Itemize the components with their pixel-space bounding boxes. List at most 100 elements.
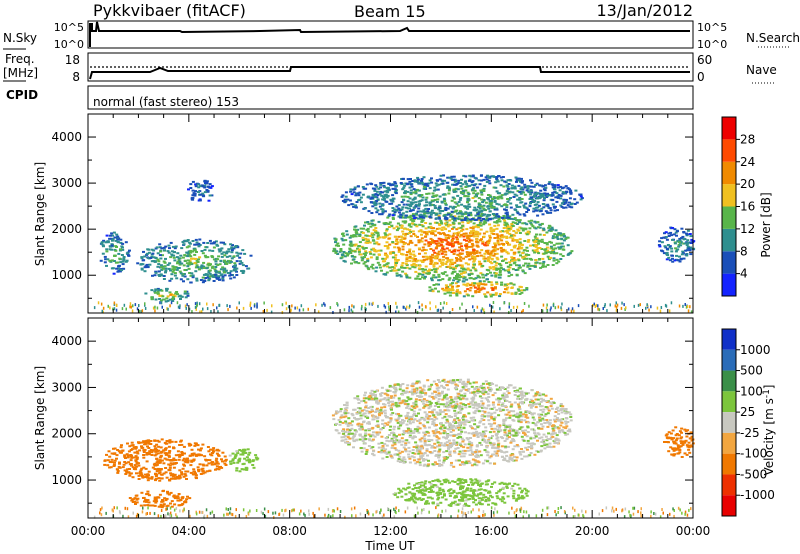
echo-cell xyxy=(220,252,224,255)
echo-cell xyxy=(508,190,512,193)
echo-cell xyxy=(152,249,156,252)
echo-cell xyxy=(119,248,122,251)
echo-cell xyxy=(349,190,353,193)
echo-cell xyxy=(530,197,534,200)
echo-cell xyxy=(542,260,546,263)
echo-cell xyxy=(386,234,390,237)
echo-cell xyxy=(526,240,530,243)
echo-cell xyxy=(397,399,401,402)
echo-cell xyxy=(522,264,526,267)
echo-cell xyxy=(126,442,129,445)
echo-cell xyxy=(423,452,427,454)
ground-scatter-cell xyxy=(451,308,454,311)
echo-cell xyxy=(445,289,449,292)
echo-cell xyxy=(462,174,466,177)
echo-cell xyxy=(496,197,500,200)
echo-cell xyxy=(562,200,566,203)
echo-cell xyxy=(665,238,669,241)
ground-scatter-cell xyxy=(483,308,485,312)
echo-cell xyxy=(177,259,181,262)
ground-scatter-cell xyxy=(521,310,523,314)
echo-cell xyxy=(115,246,118,248)
echo-cell xyxy=(356,247,359,250)
echo-cell xyxy=(349,252,353,254)
echo-cell xyxy=(442,232,446,235)
echo-cell xyxy=(440,272,444,275)
echo-cell xyxy=(512,257,516,259)
echo-cell xyxy=(377,442,381,445)
echo-cell xyxy=(134,455,138,458)
echo-cell xyxy=(447,289,450,292)
echo-cell xyxy=(149,443,153,445)
echo-cell xyxy=(543,248,547,251)
echo-cell xyxy=(443,425,447,428)
echo-cell xyxy=(361,414,365,417)
ground-scatter-cell xyxy=(351,310,354,314)
echo-cell xyxy=(386,265,389,268)
echo-cell xyxy=(521,188,525,191)
echo-cell xyxy=(511,225,515,227)
echo-cell xyxy=(213,273,217,276)
echo-cell xyxy=(454,433,458,436)
echo-cell xyxy=(437,208,441,211)
echo-cell xyxy=(664,246,668,249)
echo-cell xyxy=(381,457,385,460)
echo-cell xyxy=(139,263,143,266)
echo-cell xyxy=(469,232,473,235)
echo-cell xyxy=(384,257,387,260)
echo-cell xyxy=(461,183,465,186)
echo-cell xyxy=(135,462,139,465)
echo-cell xyxy=(360,256,364,259)
echo-cell xyxy=(345,233,349,236)
echo-cell xyxy=(350,203,354,206)
ground-scatter-cell xyxy=(609,303,611,307)
echo-cell xyxy=(195,279,199,282)
echo-cell xyxy=(457,182,461,184)
echo-cell xyxy=(225,255,229,258)
echo-cell xyxy=(500,179,504,182)
echo-cell xyxy=(373,196,377,198)
echo-cell xyxy=(411,201,415,204)
echo-cell xyxy=(570,206,574,209)
echo-cell xyxy=(546,211,549,214)
echo-cell xyxy=(105,264,108,267)
echo-cell xyxy=(350,424,354,427)
echo-cell xyxy=(519,421,523,424)
echo-cell xyxy=(432,194,436,197)
echo-cell xyxy=(540,240,544,243)
echo-cell xyxy=(550,250,554,253)
echo-cell xyxy=(448,249,452,252)
echo-cell xyxy=(673,228,677,231)
ground-scatter-cell xyxy=(620,306,623,310)
echo-cell xyxy=(492,197,496,200)
echo-cell xyxy=(405,275,409,278)
echo-cell xyxy=(548,225,552,228)
ground-scatter-cell xyxy=(212,303,214,307)
echo-cell xyxy=(230,247,234,250)
echo-cell xyxy=(516,268,520,271)
echo-cell xyxy=(537,197,541,200)
echo-cell xyxy=(194,183,198,186)
echo-cell xyxy=(437,250,441,253)
echo-cell xyxy=(518,196,522,199)
echo-cell xyxy=(201,185,205,188)
echo-cell xyxy=(392,267,396,270)
echo-cell xyxy=(355,232,359,235)
echo-cell xyxy=(541,185,545,188)
echo-cell xyxy=(496,239,500,242)
echo-cell xyxy=(156,292,160,295)
echo-cell xyxy=(513,193,517,196)
echo-cell xyxy=(112,463,116,466)
ground-scatter-cell xyxy=(307,307,309,311)
echo-cell xyxy=(123,461,127,463)
echo-cell xyxy=(145,453,149,456)
echo-cell xyxy=(168,247,171,250)
echo-cell xyxy=(406,182,410,185)
echo-cell xyxy=(180,471,184,474)
echo-cell xyxy=(113,461,116,464)
echo-cell xyxy=(555,192,559,195)
echo-cell xyxy=(223,267,227,270)
echo-cell xyxy=(364,247,368,249)
echo-cell xyxy=(541,264,545,267)
echo-cell xyxy=(488,390,492,393)
